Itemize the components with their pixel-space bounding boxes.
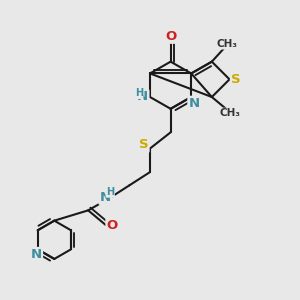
Text: CH₃: CH₃: [216, 39, 237, 49]
Text: O: O: [107, 219, 118, 232]
Text: S: S: [231, 73, 241, 86]
Text: N: N: [189, 97, 200, 110]
Text: H: H: [106, 187, 114, 197]
Text: CH₃: CH₃: [219, 108, 240, 118]
Text: S: S: [139, 139, 148, 152]
Text: N: N: [137, 91, 148, 103]
Text: H: H: [135, 88, 143, 98]
Text: N: N: [31, 248, 42, 261]
Text: O: O: [165, 30, 176, 43]
Text: N: N: [100, 190, 111, 204]
